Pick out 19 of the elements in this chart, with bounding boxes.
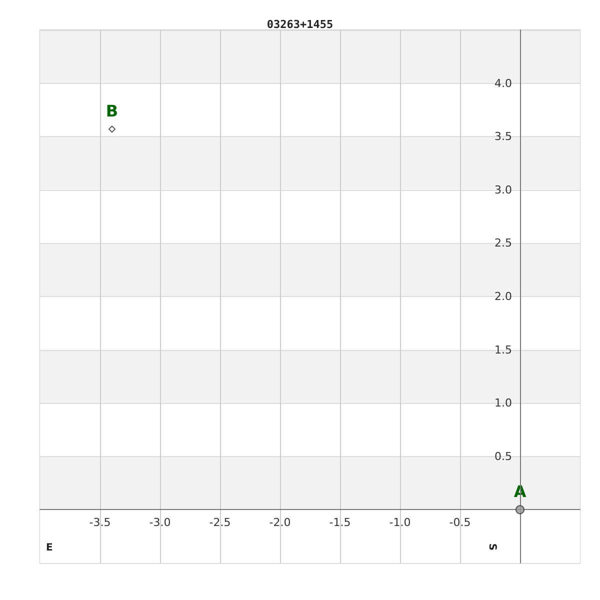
x-tick-label: -3.0: [149, 516, 171, 529]
y-tick-label: 3.5: [494, 130, 512, 144]
annotation: B: [106, 102, 118, 121]
y-tick-label: 1.5: [494, 343, 512, 356]
chart-title: 03263+1455: [266, 18, 334, 31]
x-tick-label: -2.5: [209, 516, 231, 529]
x-tick-label: -2.0: [269, 516, 291, 529]
x-tick-label: -0.5: [449, 516, 471, 529]
y-tick-label: 0.5: [494, 450, 512, 463]
x-tick-label: -3.5: [89, 516, 111, 529]
y-tick-label: 2.0: [494, 290, 512, 303]
x-tick-label: -1.0: [389, 516, 411, 529]
y-tick-label: 2.5: [494, 236, 512, 250]
annotation: S: [486, 543, 498, 551]
annotation: E: [46, 542, 53, 554]
x-tick-label: -1.5: [329, 516, 351, 529]
y-tick-label: 1.0: [494, 396, 512, 410]
y-tick-label: 4.0: [494, 76, 512, 90]
y-tick-label: 3.0: [494, 183, 512, 196]
